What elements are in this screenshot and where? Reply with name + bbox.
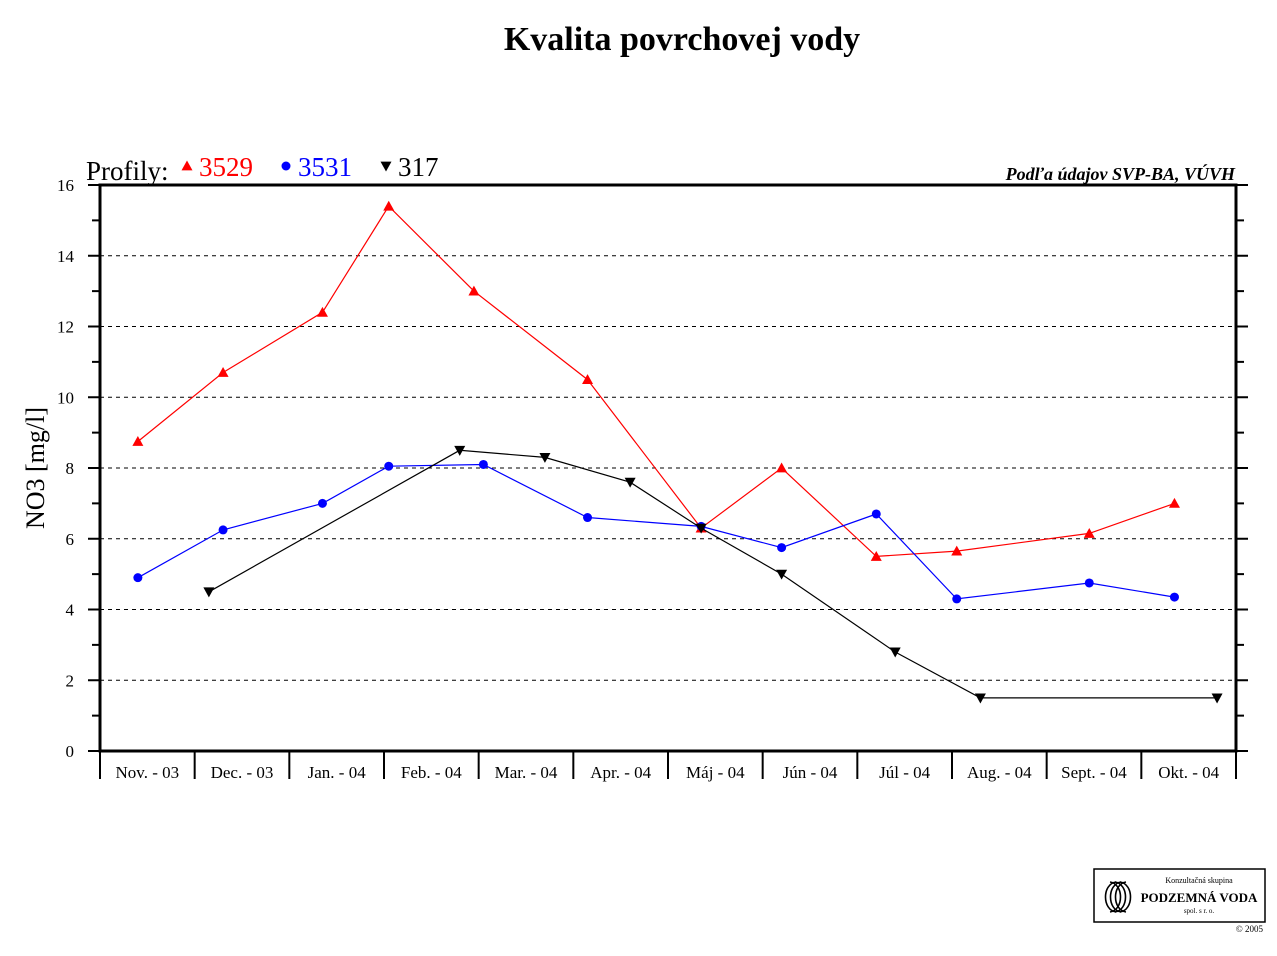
legend-label-3529: 3529 (199, 152, 253, 182)
x-tick-label: Máj - 04 (686, 763, 745, 782)
data-point (776, 462, 788, 473)
series-3529 (132, 200, 1180, 561)
logo-mark-icon (1104, 881, 1132, 913)
y-tick-label: 12 (57, 318, 74, 337)
source-note: Podľa údajov SVP-BA, VÚVH (1005, 163, 1236, 184)
legend-prefix: Profily: (86, 156, 169, 186)
y-tick-labels: 0 2 4 6 8 10 12 14 16 (57, 176, 75, 761)
y-axis-label: NO3 [mg/l] (21, 407, 50, 529)
series-line (137, 205, 1175, 558)
data-point (217, 366, 229, 377)
data-point (974, 693, 986, 704)
x-tick-label: Apr. - 04 (590, 763, 651, 782)
logo-line2: PODZEMNÁ VODA (1141, 890, 1258, 905)
data-point (777, 543, 787, 553)
x-tick-label: Nov. - 03 (116, 763, 180, 782)
y-tick-label: 8 (66, 459, 75, 478)
y-tick-label: 16 (57, 176, 74, 195)
data-point (1211, 693, 1223, 704)
x-tick-label: Jan. - 04 (308, 763, 367, 782)
data-point (383, 200, 395, 211)
data-point (1083, 527, 1095, 538)
data-point (776, 569, 788, 580)
data-point (870, 550, 882, 561)
legend-label-317: 317 (398, 152, 439, 182)
legend-label-3531: 3531 (298, 152, 352, 182)
y-tick-label: 10 (57, 388, 74, 407)
y-tick-label: 14 (57, 247, 75, 266)
x-tick-label: Dec. - 03 (211, 763, 274, 782)
data-point (468, 285, 480, 296)
data-point (871, 509, 881, 519)
legend: Profily: 3529 3531 317 (86, 152, 439, 186)
y-tick-label: 4 (66, 601, 75, 620)
x-tick-labels: Nov. - 03 Dec. - 03 Jan. - 04 Feb. - 04 Mar.… (116, 763, 1220, 782)
grid (100, 255, 1236, 681)
data-point (132, 435, 144, 446)
company-logo: Konzultačná skupina PODZEMNÁ VODA spol. … (1093, 868, 1266, 934)
series-layer (132, 200, 1223, 704)
x-tick-label: Jún - 04 (783, 763, 838, 782)
data-point (539, 452, 551, 463)
data-point (478, 459, 488, 469)
data-point (316, 306, 328, 317)
data-point (1168, 497, 1180, 508)
data-point (1169, 592, 1179, 602)
chart-title: Kvalita povrchovej vody (504, 21, 860, 58)
x-tick-label: Sept. - 04 (1061, 763, 1127, 782)
series-line (208, 449, 1218, 699)
x-tick-label: Júl - 04 (879, 763, 931, 782)
data-point (624, 477, 636, 488)
legend-marker-3531 (281, 161, 291, 171)
axis-ticks (88, 184, 1248, 779)
series-3531 (133, 459, 1179, 604)
x-tick-label: Mar. - 04 (495, 763, 558, 782)
data-point (582, 374, 594, 384)
legend-marker-317 (380, 161, 392, 172)
logo-line3: spol. s r. o. (1184, 907, 1215, 915)
y-tick-label: 0 (66, 742, 75, 761)
data-point (1084, 578, 1094, 588)
y-tick-label: 2 (66, 671, 75, 690)
data-point (218, 525, 228, 535)
plot-frame (98, 183, 1238, 753)
data-point (952, 594, 962, 604)
legend-marker-3529 (181, 160, 193, 171)
data-point (317, 498, 327, 508)
x-tick-label: Okt. - 04 (1158, 763, 1219, 782)
data-point (133, 573, 143, 583)
data-point (951, 545, 963, 556)
logo-copyright: © 2005 (1236, 924, 1264, 934)
data-point (454, 445, 466, 456)
series-line (137, 463, 1175, 600)
x-tick-label: Aug. - 04 (967, 763, 1032, 782)
logo-line1: Konzultačná skupina (1165, 876, 1233, 885)
data-point (889, 647, 901, 658)
data-point (203, 587, 215, 598)
series-317 (203, 445, 1223, 704)
y-tick-label: 6 (66, 530, 75, 549)
x-tick-label: Feb. - 04 (401, 763, 462, 782)
data-point (695, 523, 707, 534)
data-point (384, 461, 394, 471)
data-point (583, 513, 593, 523)
